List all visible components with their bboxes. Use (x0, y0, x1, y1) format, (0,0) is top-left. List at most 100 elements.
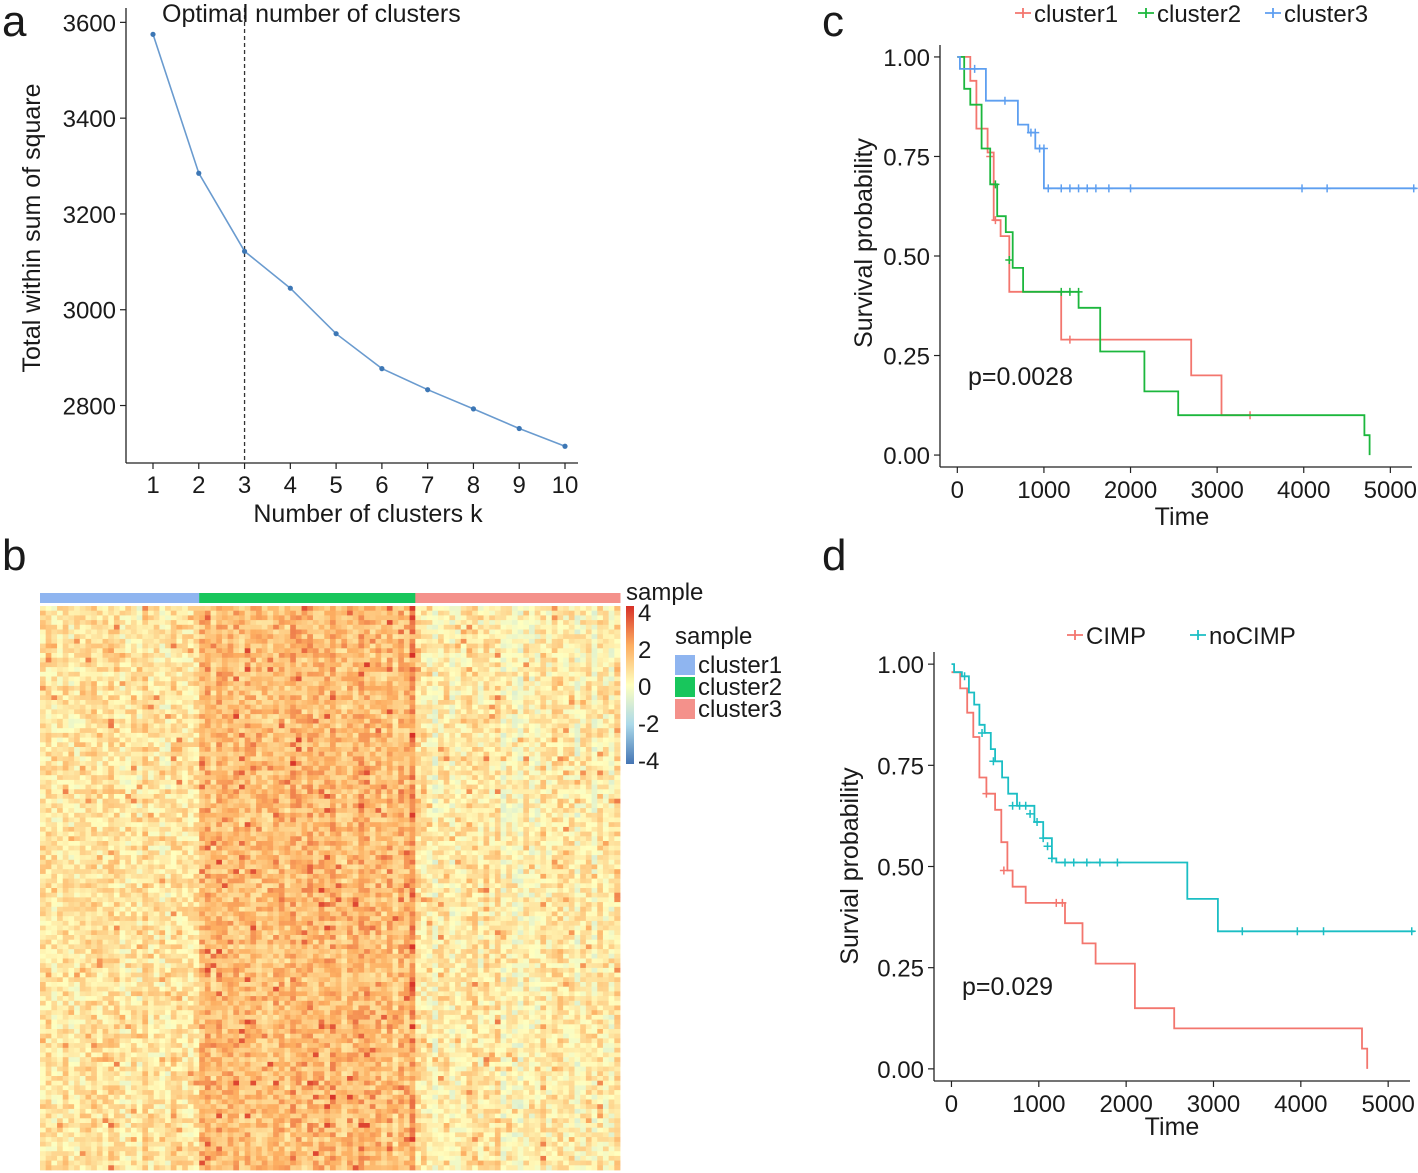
heatmap-cell (239, 1076, 246, 1082)
heatmap-cell (62, 939, 69, 945)
heatmap-cell (239, 878, 246, 884)
heatmap-cell (250, 1155, 257, 1161)
heatmap-cell (113, 953, 121, 959)
heatmap-cell (182, 1061, 189, 1067)
heatmap-cell (210, 695, 217, 701)
heatmap-cell (233, 1090, 240, 1096)
heatmap-cell (102, 765, 109, 771)
heatmap-cell (199, 606, 206, 612)
heatmap-cell (62, 944, 69, 950)
heatmap-cell (170, 826, 177, 832)
heatmap-cell (187, 845, 194, 851)
heatmap-cell (182, 1085, 189, 1091)
heatmap-cell (233, 732, 240, 738)
heatmap-cell (256, 888, 263, 894)
heatmap-cell (96, 878, 103, 884)
heatmap-cell (187, 1155, 194, 1161)
heatmap-cell (227, 794, 234, 800)
heatmap-cell (250, 1094, 257, 1100)
heatmap-cell (193, 606, 200, 612)
heatmap-cell (193, 610, 200, 616)
heatmap-cell (216, 1033, 223, 1039)
heatmap-cell (187, 1076, 194, 1082)
heatmap-cell (250, 798, 257, 804)
heatmap-cell (79, 685, 86, 691)
heatmap-cell (210, 1024, 217, 1030)
heatmap-cell (216, 704, 223, 710)
heatmap-cell (136, 939, 143, 945)
heatmap-cell (233, 775, 240, 781)
heatmap-cell (227, 892, 234, 898)
heatmap-cell (204, 1038, 211, 1044)
heatmap-cell (91, 826, 98, 832)
heatmap-cell (267, 676, 274, 682)
heatmap-cell (91, 709, 98, 715)
heatmap-cell (51, 892, 58, 898)
heatmap-cell (165, 902, 172, 908)
heatmap-cell (204, 897, 211, 903)
heatmap-cell (193, 930, 200, 936)
heatmap-cell (233, 982, 240, 988)
heatmap-cell (239, 779, 246, 785)
heatmap-cell (79, 1019, 86, 1025)
heatmap-cell (244, 953, 251, 959)
heatmap-cell (170, 718, 177, 724)
heatmap-cell (130, 949, 138, 955)
heatmap-cell (40, 1155, 47, 1161)
heatmap-cell (170, 742, 177, 748)
heatmap-cell (153, 718, 160, 724)
heatmap-cell (187, 902, 194, 908)
heatmap-cell (62, 765, 69, 771)
heatmap-cell (130, 1160, 138, 1166)
heatmap-cell (108, 624, 115, 630)
heatmap-cell (148, 732, 155, 738)
heatmap-cell (244, 779, 251, 785)
heatmap-cell (108, 1160, 115, 1166)
heatmap-cell (170, 812, 177, 818)
heatmap-cell (250, 653, 257, 659)
heatmap-cell (182, 620, 189, 626)
heatmap-cell (96, 803, 103, 809)
heatmap-cell (79, 700, 86, 706)
heatmap-cell (148, 845, 155, 851)
heatmap-cell (159, 784, 166, 790)
heatmap-cell (239, 855, 246, 861)
heatmap-cell (193, 1099, 200, 1105)
heatmap-cell (125, 761, 132, 767)
heatmap-cell (119, 1127, 126, 1133)
heatmap-cell (239, 657, 246, 663)
heatmap-cell (199, 770, 206, 776)
heatmap-cell (221, 794, 229, 800)
heatmap-cell (57, 822, 64, 828)
heatmap-cell (193, 681, 200, 687)
heatmap-cell (51, 1010, 58, 1016)
heatmap-cell (136, 610, 143, 616)
heatmap-cell (159, 822, 166, 828)
heatmap-cell (142, 1019, 149, 1025)
heatmap-cell (79, 916, 86, 922)
heatmap-cell (261, 1099, 268, 1105)
heatmap-cell (159, 794, 166, 800)
heatmap-cell (119, 1052, 126, 1058)
heatmap-cell (204, 1099, 211, 1105)
heatmap-cell (170, 1137, 177, 1143)
heatmap-cell (159, 1071, 166, 1077)
heatmap-cell (136, 1038, 143, 1044)
heatmap-cell (256, 676, 263, 682)
heatmap-cell (136, 638, 143, 644)
heatmap-cell (119, 756, 126, 762)
heatmap-cell (221, 1014, 229, 1020)
heatmap-cell (102, 888, 109, 894)
heatmap-cell (148, 996, 155, 1002)
heatmap-cell (239, 789, 246, 795)
heatmap-cell (45, 1113, 52, 1119)
heatmap-cell (125, 662, 132, 668)
heatmap-cell (102, 756, 109, 762)
heatmap-cell (159, 902, 166, 908)
heatmap-cell (51, 883, 58, 889)
heatmap-cell (119, 803, 126, 809)
heatmap-cell (256, 685, 263, 691)
heatmap-cell (244, 662, 251, 668)
heatmap-cell (204, 775, 211, 781)
heatmap-cell (239, 817, 246, 823)
